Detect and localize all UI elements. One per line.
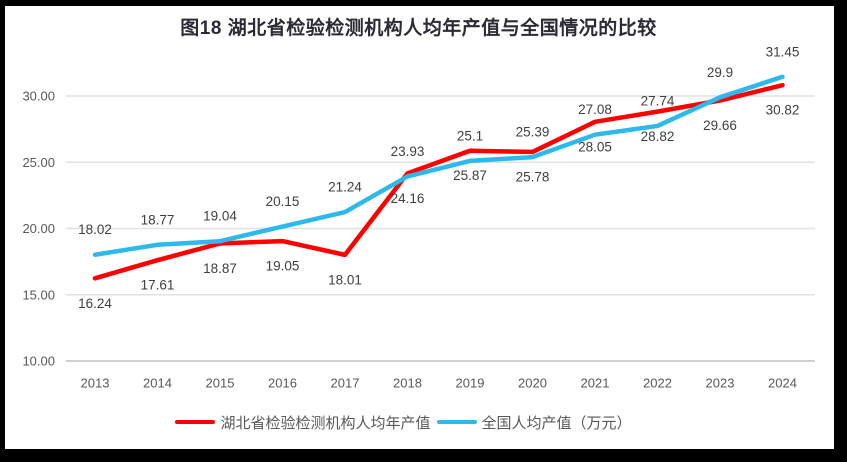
national-series-swatch [436,419,477,425]
chart-legend: 湖北省检验检测机构人均年产值 全国人均产值（万元） [0,410,807,434]
y-tick-label: 10.00 [22,354,55,369]
x-axis-label: 2015 [206,376,235,391]
hubei-series-label: 湖北省检验检测机构人均年产值 [220,414,431,432]
data-label: 30.82 [766,103,800,118]
data-label: 21.24 [328,180,362,195]
y-tick-label: 20.00 [22,221,55,236]
x-axis-label: 2023 [706,376,735,391]
legend-item-hubei: 湖北省检验检测机构人均年产值 [175,412,431,433]
x-axis-label: 2022 [643,376,672,391]
data-label: 25.39 [516,125,550,140]
y-tick-label: 25.00 [22,155,55,170]
hubei-series-swatch [175,419,216,425]
series-line-0 [92,82,785,281]
data-label: 25.87 [453,168,487,183]
x-axis-label: 2021 [581,376,610,391]
x-axis-label: 2024 [768,376,797,391]
y-tick-label: 15.00 [22,287,55,302]
data-label: 25.78 [516,169,550,184]
data-label: 20.15 [266,194,300,209]
data-label: 19.04 [203,209,237,224]
x-axis-label: 2018 [393,376,422,391]
data-label: 18.01 [328,272,362,287]
data-label: 18.77 [141,212,175,227]
x-axis-label: 2020 [518,376,547,391]
series-line-1 [92,74,785,257]
x-axis-label: 2019 [456,376,485,391]
data-label: 18.02 [78,222,112,237]
data-label: 29.9 [707,65,733,80]
x-axis-label: 2016 [268,376,297,391]
data-label: 16.24 [78,296,112,311]
data-label: 28.05 [578,139,612,154]
data-label: 24.16 [391,191,425,206]
national-series-label: 全国人均产值（万元） [481,414,632,432]
data-label: 28.82 [641,129,675,144]
data-label: 17.61 [141,278,175,293]
x-axis-label: 2017 [331,376,360,391]
y-tick-label: 30.00 [22,89,55,104]
data-label: 23.93 [391,144,425,159]
x-axis-label: 2013 [81,376,110,391]
legend-item-national: 全国人均产值（万元） [436,412,632,433]
data-label: 18.87 [203,261,237,276]
data-label: 29.66 [703,118,737,133]
data-label: 19.05 [266,259,300,274]
data-label: 25.1 [457,128,483,143]
chart-title: 图18 湖北省检验检测机构人均年产值与全国情况的比较 [180,18,657,39]
data-label: 27.08 [578,102,612,117]
data-label: 31.45 [766,44,800,59]
data-label: 27.74 [641,93,675,108]
x-axis-label: 2014 [143,376,172,391]
